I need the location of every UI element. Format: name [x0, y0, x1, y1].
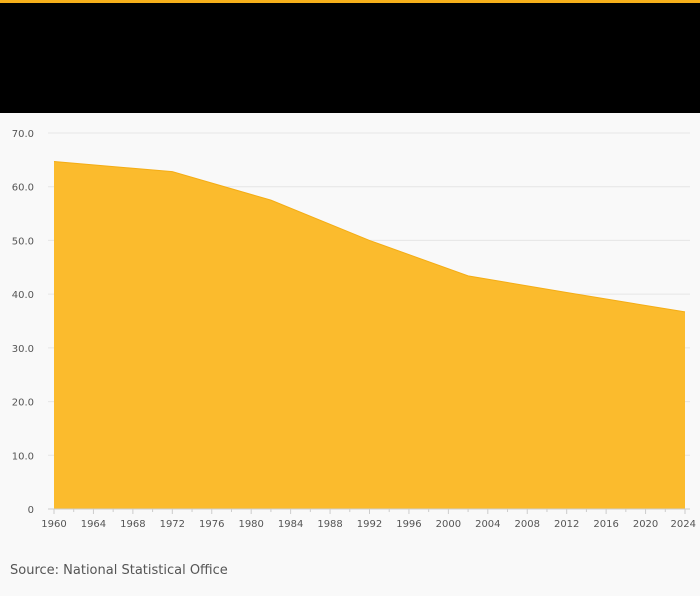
y-tick-label: 50.0 [12, 236, 34, 247]
x-tick-label: 1960 [41, 519, 66, 530]
area-series [53, 160, 686, 509]
x-tick-label: 2000 [436, 519, 461, 530]
x-tick-label: 1992 [357, 519, 382, 530]
y-tick-label: 10.0 [12, 451, 34, 462]
y-tick-label: 70.0 [12, 129, 34, 140]
x-tick-label: 2008 [515, 519, 540, 530]
y-tick-label: 0 [28, 505, 34, 516]
y-tick-label: 40.0 [12, 290, 34, 301]
x-tick-label: 2016 [593, 519, 618, 530]
x-tick-label: 2004 [475, 519, 500, 530]
source-note: Source: National Statistical Office [10, 563, 228, 578]
chart-svg: 010.020.030.040.050.060.070.0 1960 1964 19… [12, 129, 696, 530]
area-fill [54, 161, 685, 509]
x-axis-labels: 1960 1964 1968 1972 1976 1980 1984 1988 1992 1996… [41, 519, 696, 530]
y-tick-label: 20.0 [12, 398, 34, 409]
y-tick-label: 60.0 [12, 183, 34, 194]
x-tick-label: 2012 [554, 519, 579, 530]
header-band [0, 3, 700, 113]
x-tick-label: 1968 [120, 519, 145, 530]
x-tick-label: 1976 [199, 519, 224, 530]
y-axis-labels: 0 10.0 20.0 30.0 40.0 50.0 60.0 70.0 [12, 129, 34, 516]
x-tick-label: 2020 [633, 519, 658, 530]
x-tick-label: 1964 [81, 519, 106, 530]
x-axis [48, 508, 690, 514]
x-tick-label: 1996 [396, 519, 421, 530]
x-tick-label: 1988 [317, 519, 342, 530]
accent-bar [0, 0, 700, 3]
x-tick-label: 2024 [671, 519, 696, 530]
y-tick-label: 30.0 [12, 344, 34, 355]
x-tick-label: 1980 [238, 519, 263, 530]
x-tick-label: 1984 [278, 519, 303, 530]
x-tick-label: 1972 [160, 519, 185, 530]
area-chart: 0 10.0 20.0 30.0 40.0 50.0 60.0 70.0 1960 1964 19… [0, 113, 700, 543]
